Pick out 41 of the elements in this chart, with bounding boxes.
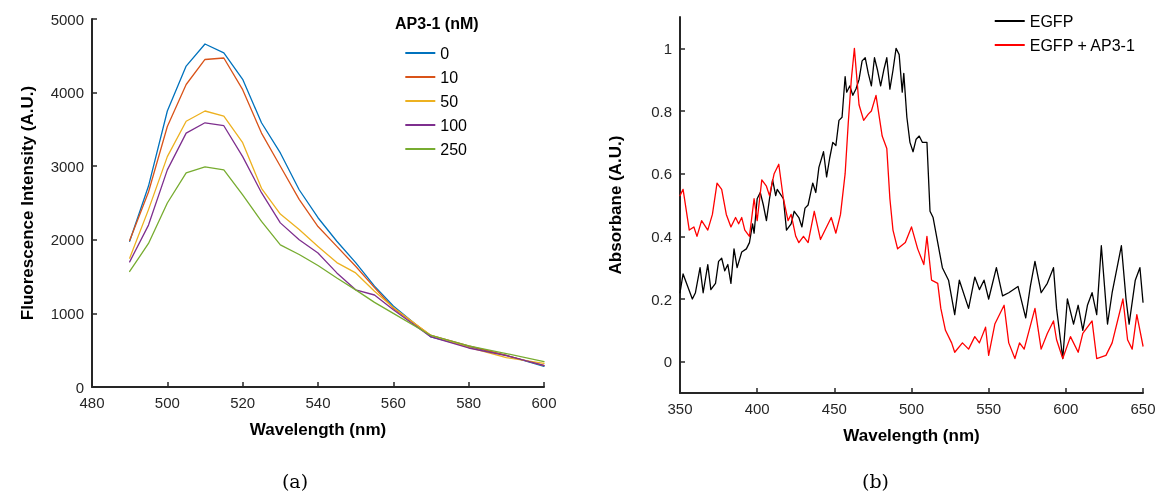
y-axis-title: Fluorescence Intensity (A.U.) <box>18 85 37 321</box>
legend-title: AP3-1 (nM) <box>395 14 479 32</box>
x-tick-label: 600 <box>531 394 557 411</box>
legend-label: EGFP <box>1029 12 1074 30</box>
x-tick-label: 350 <box>667 400 693 417</box>
x-tick-label: 500 <box>898 400 925 417</box>
y-tick-label: 0 <box>663 353 672 371</box>
line-series <box>129 166 545 363</box>
y-tick-label: 1000 <box>50 304 84 322</box>
legend-label: 100 <box>440 116 468 134</box>
legend-label: 250 <box>440 140 468 158</box>
y-tick-label: 1 <box>663 39 672 57</box>
y-tick-label: 0.2 <box>651 290 672 308</box>
legend-label: 0 <box>440 44 450 62</box>
legend-label: 10 <box>440 68 459 86</box>
text: (a) <box>281 469 309 492</box>
x-tick-label: 400 <box>744 400 770 417</box>
x-tick-label: 540 <box>305 394 331 411</box>
legend-label: EGFP + AP3-1 <box>1029 36 1135 54</box>
y-axis-title: Absorbane (A.U.) <box>606 135 625 275</box>
x-tick-label: 520 <box>230 394 256 411</box>
x-axis-title: Wavelength (nm) <box>249 420 387 439</box>
y-tick-label: 0.8 <box>651 102 672 120</box>
y-tick-label: 3000 <box>50 157 84 175</box>
y-tick-label: 5000 <box>50 10 84 28</box>
x-axis-title: Wavelength (nm) <box>843 426 980 445</box>
y-tick-label: 0.4 <box>651 227 672 245</box>
y-tick-label: 0.6 <box>651 165 672 183</box>
x-tick-label: 500 <box>154 394 180 411</box>
x-tick-label: 560 <box>380 394 406 411</box>
text: (b) <box>862 469 890 492</box>
x-tick-label: 580 <box>456 394 482 411</box>
x-tick-label: 600 <box>1053 400 1079 417</box>
x-tick-label: 650 <box>1130 400 1156 417</box>
x-tick-label: 450 <box>821 400 847 417</box>
y-tick-label: 0 <box>75 378 84 396</box>
x-tick-label: 480 <box>79 394 105 411</box>
y-tick-label: 2000 <box>50 231 84 249</box>
legend-label: 50 <box>440 92 459 110</box>
x-tick-label: 550 <box>976 400 1002 417</box>
y-tick-label: 4000 <box>50 84 84 102</box>
